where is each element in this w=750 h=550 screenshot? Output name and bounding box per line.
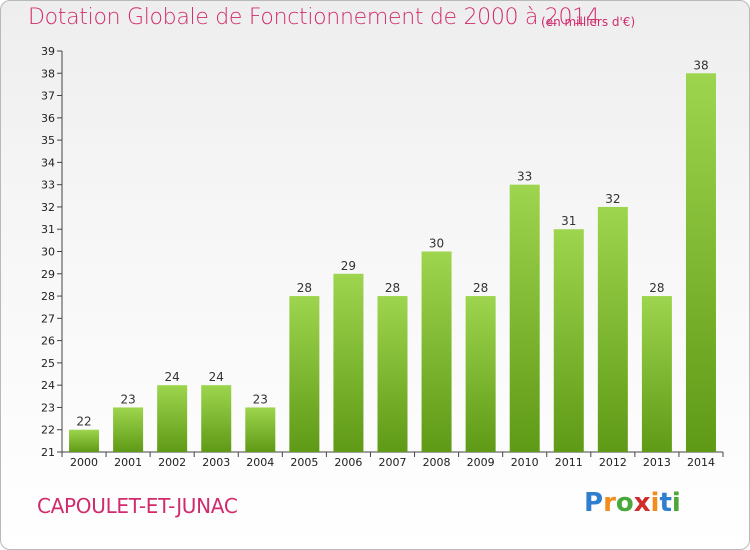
x-tick-label-2014: 2014 (687, 456, 715, 469)
bar-2008 (421, 251, 452, 452)
bar-2002 (157, 385, 188, 452)
value-label-2008: 30 (429, 237, 444, 251)
bar-2011 (553, 229, 584, 452)
y-tick-label: 33 (41, 179, 55, 192)
x-tick-label-2005: 2005 (290, 456, 318, 469)
chart-axes: 21 22 23 24 25 26 27 28 29 30 31 32 33 34 35 36 37 38 39 20… (41, 45, 724, 469)
value-label-2009: 28 (473, 281, 488, 295)
x-tick-label-2004: 2004 (246, 456, 274, 469)
chart-value-labels: 22 23 24 24 23 28 29 28 30 28 33 31 32 28 38 (76, 58, 708, 428)
logo-letter: i (671, 488, 681, 518)
bar-2007 (377, 296, 408, 452)
x-tick-label-2008: 2008 (423, 456, 451, 469)
bar-2003 (201, 385, 232, 452)
bar-2010 (509, 184, 540, 452)
y-tick-label: 34 (41, 156, 55, 169)
chart-bars (69, 73, 716, 453)
logo-letter: i (650, 488, 660, 518)
logo-letter: P (584, 488, 604, 518)
y-tick-label: 21 (41, 446, 55, 459)
value-label-2007: 28 (385, 281, 400, 295)
value-label-2006: 29 (341, 259, 356, 273)
x-tick-label-2001: 2001 (114, 456, 142, 469)
x-tick-label-2013: 2013 (643, 456, 671, 469)
y-tick-label: 23 (41, 401, 55, 414)
value-label-2010: 33 (517, 170, 532, 184)
value-label-2005: 28 (297, 281, 312, 295)
value-label-2000: 22 (76, 415, 91, 429)
x-tick-label-2006: 2006 (334, 456, 362, 469)
bar-2006 (333, 273, 364, 452)
logo-letter: t (659, 488, 672, 518)
x-tick-label-2000: 2000 (70, 456, 98, 469)
x-tick-label-2007: 2007 (379, 456, 407, 469)
x-tick-label-2012: 2012 (599, 456, 627, 469)
y-tick-label: 27 (41, 312, 55, 325)
y-tick-label: 35 (41, 134, 55, 147)
y-tick-label: 32 (41, 201, 55, 214)
x-tick-label-2011: 2011 (555, 456, 583, 469)
value-label-2004: 23 (253, 392, 268, 406)
bar-2001 (113, 407, 144, 452)
logo-letter: x (633, 488, 651, 518)
value-label-2014: 38 (693, 58, 708, 72)
y-tick-label: 25 (41, 357, 55, 370)
y-tick-label: 38 (41, 67, 55, 80)
chart-title: Dotation Globale de Fonctionnement de 20… (28, 5, 600, 30)
bar-2009 (465, 296, 496, 452)
y-tick-label: 24 (41, 379, 55, 392)
value-label-2001: 23 (120, 392, 135, 406)
commune-name: CAPOULET-ET-JUNAC (37, 494, 238, 518)
value-label-2012: 32 (605, 192, 620, 206)
bar-2013 (641, 296, 672, 452)
x-tick-label-2009: 2009 (467, 456, 495, 469)
bar-2004 (245, 407, 276, 452)
y-tick-label: 39 (41, 45, 55, 58)
bar-2000 (69, 429, 100, 452)
y-tick-label: 30 (41, 246, 55, 259)
y-tick-label: 37 (41, 90, 55, 103)
y-tick-label: 36 (41, 112, 55, 125)
y-tick-label: 22 (41, 424, 55, 437)
bar-2012 (597, 206, 628, 452)
y-tick-label: 29 (41, 268, 55, 281)
logo-letter: r (603, 488, 616, 518)
value-label-2003: 24 (209, 370, 224, 384)
y-tick-label: 31 (41, 223, 55, 236)
bar-2014 (685, 73, 716, 453)
x-tick-label-2003: 2003 (202, 456, 230, 469)
proxiti-logo[interactable]: Proxiti (584, 488, 681, 518)
value-label-2011: 31 (561, 214, 576, 228)
value-label-2013: 28 (649, 281, 664, 295)
x-tick-label-2002: 2002 (158, 456, 186, 469)
bar-2005 (289, 296, 320, 452)
chart-subtitle: (en milliers d'€) (541, 15, 636, 29)
y-tick-label: 26 (41, 335, 55, 348)
x-tick-label-2010: 2010 (511, 456, 539, 469)
y-tick-label: 28 (41, 290, 55, 303)
value-label-2002: 24 (165, 370, 180, 384)
logo-letter: o (615, 488, 634, 518)
